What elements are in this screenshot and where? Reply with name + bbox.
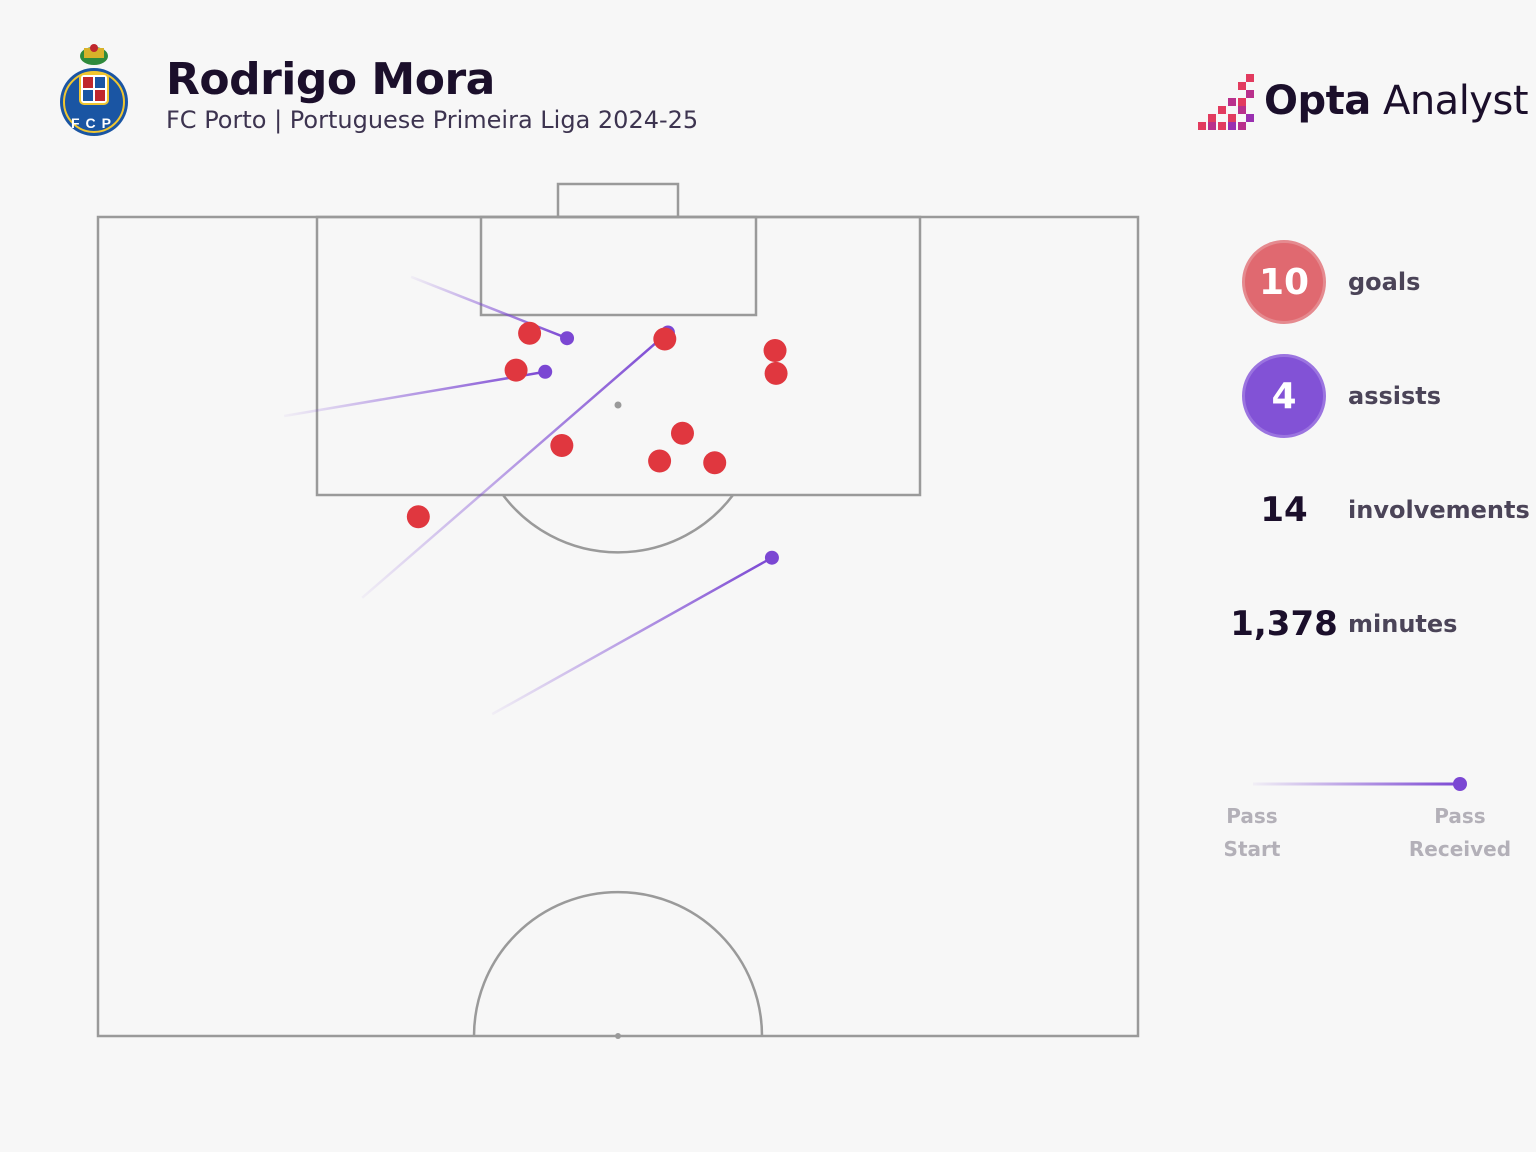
legend-pass-received: Pass Received: [1400, 800, 1520, 866]
goal-shot-point: [550, 434, 574, 458]
fc-porto-crest-icon: FCP: [60, 44, 128, 136]
assist-pass-received-point: [764, 550, 779, 565]
goal-shot-point: [670, 421, 694, 445]
legend-pass-line: [1252, 777, 1467, 791]
centre-circle-half: [472, 890, 764, 1037]
assist-pass-received-point: [538, 364, 553, 379]
minutes-label: minutes: [1348, 610, 1458, 638]
goal-shot-point: [653, 327, 677, 351]
assists-label: assists: [1348, 382, 1442, 410]
goal-shot-point: [518, 321, 542, 345]
legend-pass-received-line2: Received: [1408, 837, 1512, 861]
goal-shot-point: [406, 505, 430, 529]
pitch-outline: [96, 215, 1140, 1038]
page-subtitle: FC Porto | Portuguese Primeira Liga 2024…: [166, 106, 699, 134]
minutes-value: 1,378: [1230, 604, 1338, 644]
goal: [556, 182, 680, 219]
legend-pass-start-line2: Start: [1223, 837, 1281, 861]
legend-pass-received-dot: [1453, 777, 1467, 791]
assist-pass-line: [361, 331, 669, 599]
penalty-arc: [502, 494, 734, 554]
assist-pass-line: [491, 556, 773, 716]
penalty-area: [315, 215, 922, 497]
brand-name-bold: Opta: [1264, 78, 1371, 124]
pitch-markings: [96, 182, 1140, 1038]
goal-shot-point: [504, 358, 528, 382]
goal-shot-point: [763, 338, 787, 362]
involvements-value: 14: [1260, 490, 1308, 530]
assist-pass-line: [410, 275, 568, 340]
goal-shot-point: [648, 449, 672, 473]
assists-badge: 4: [1242, 354, 1326, 438]
opta-bars-icon: [1198, 74, 1254, 130]
six-yard-box: [479, 215, 758, 317]
assist-passes: [283, 275, 779, 716]
goal-shot-point: [764, 361, 788, 385]
involvements-label: involvements: [1348, 496, 1530, 524]
goal-shot-point: [703, 451, 727, 475]
page-title: Rodrigo Mora: [166, 54, 495, 105]
goals-label: goals: [1348, 268, 1421, 296]
legend-pass-received-line1: Pass: [1434, 804, 1486, 828]
assist-pass-received-point: [560, 331, 575, 346]
brand-name-light: Analyst: [1370, 78, 1529, 124]
opta-analyst-logo: Opta Analyst: [1196, 72, 1529, 136]
brand-name: Opta Analyst: [1264, 78, 1529, 124]
goal-shots: [406, 321, 788, 529]
penalty-spot: [614, 401, 622, 409]
centre-spot: [615, 1033, 621, 1039]
crest-letters: FCP: [71, 115, 117, 131]
assist-pass-line: [283, 370, 546, 418]
goals-badge: 10: [1242, 240, 1326, 324]
legend-pass-start-line1: Pass: [1226, 804, 1278, 828]
legend-pass-start: Pass Start: [1202, 800, 1302, 866]
